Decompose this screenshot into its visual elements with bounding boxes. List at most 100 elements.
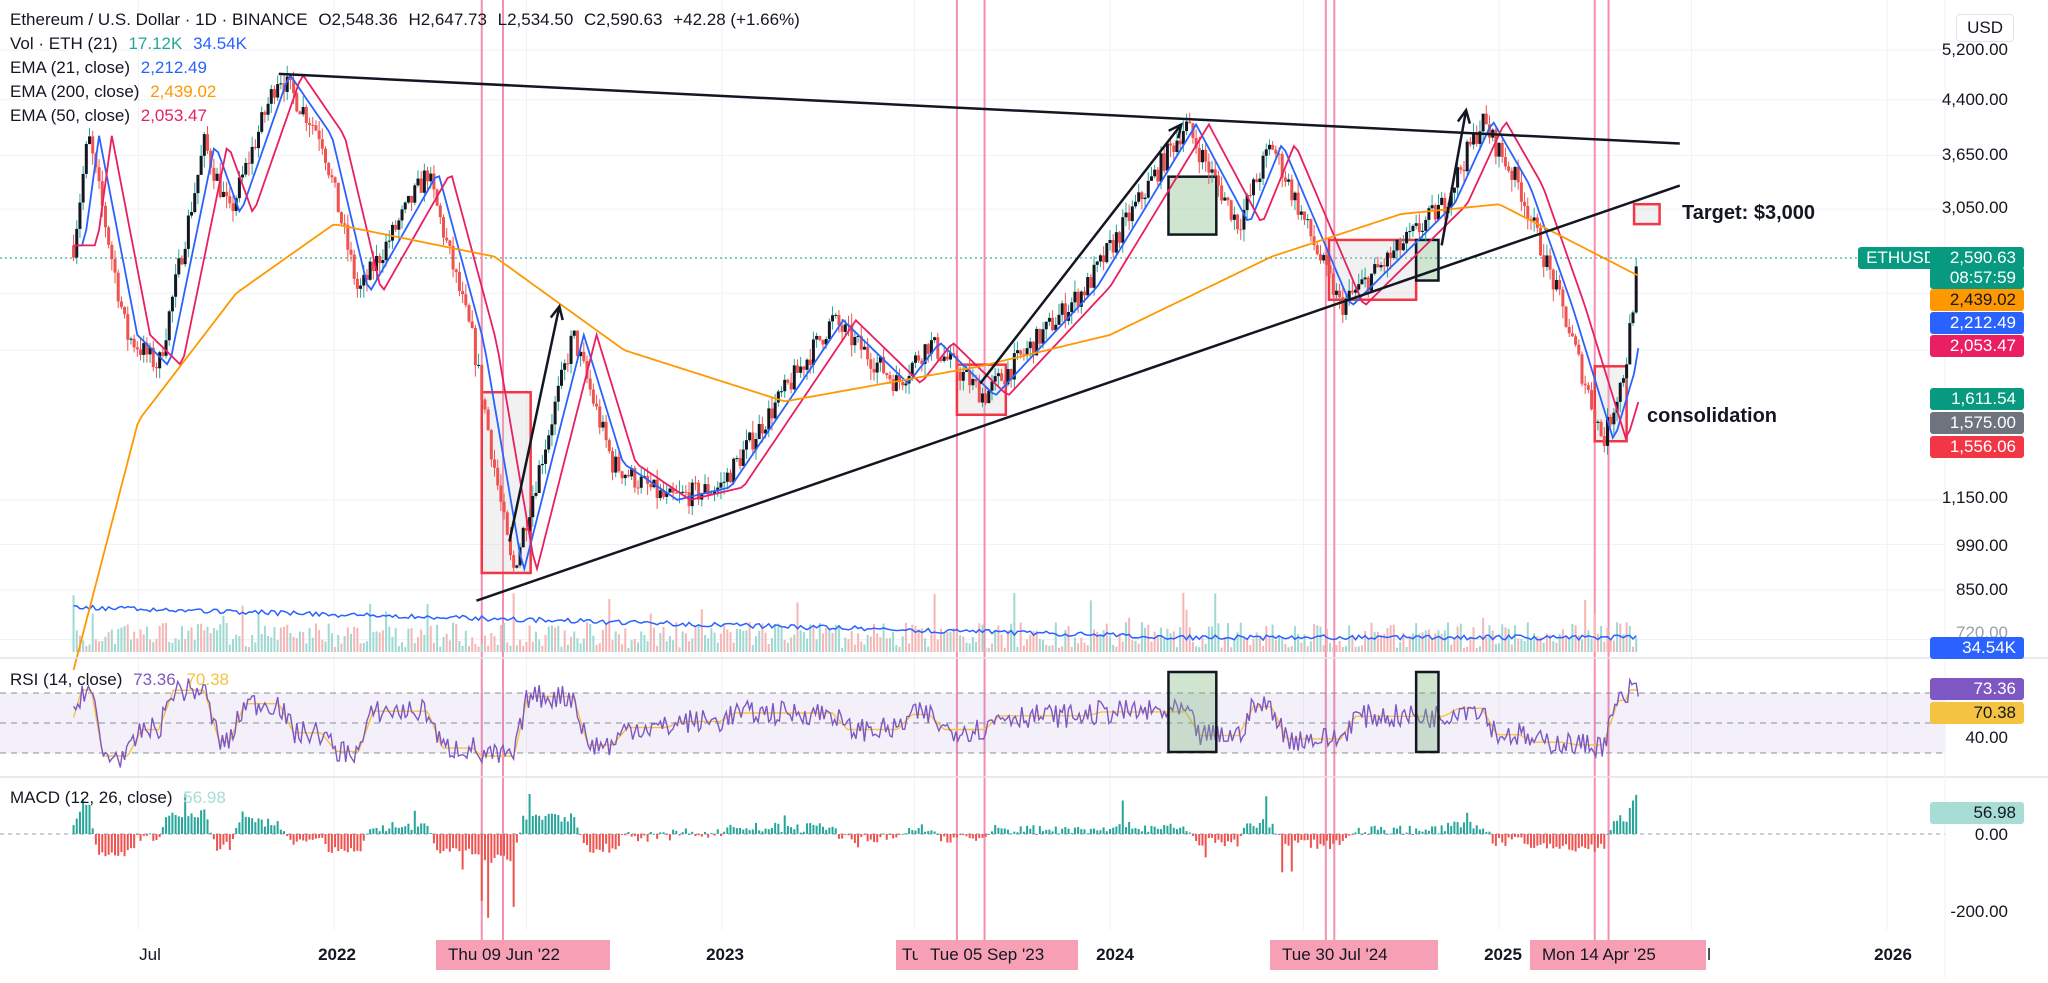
macd-bar	[458, 834, 461, 852]
macd-bar	[410, 829, 413, 834]
candle-body	[1102, 255, 1106, 263]
macd-bar	[697, 834, 700, 836]
volume-bar	[114, 643, 117, 652]
macd-bar	[519, 832, 522, 834]
candle-body	[1121, 217, 1125, 243]
candle-body	[1427, 208, 1431, 220]
rsi-legend[interactable]: RSI (14, close) 73.36 70.38	[10, 670, 229, 690]
candle-body	[1306, 219, 1310, 221]
volume-bar	[796, 602, 799, 652]
macd-bar	[1389, 833, 1392, 835]
candle-body	[397, 220, 401, 230]
ema200-legend[interactable]: EMA (200, close) 2,439.02	[10, 80, 800, 104]
ema50-legend[interactable]: EMA (50, close) 2,053.47	[10, 104, 800, 128]
countdown-pill: 08:57:59	[1930, 267, 2024, 289]
currency-button[interactable]: USD	[1956, 14, 2014, 42]
candle-body	[1440, 197, 1444, 205]
macd-bar	[193, 817, 196, 834]
candle-body	[1414, 223, 1418, 226]
candle-body	[1593, 409, 1597, 423]
volume-bar	[975, 642, 978, 652]
macd-bar	[1408, 825, 1411, 834]
candle-body	[1599, 421, 1603, 437]
macd-bar	[1507, 834, 1510, 838]
macd-bar	[659, 832, 662, 834]
macd-bar	[627, 831, 630, 834]
candle-body	[563, 363, 567, 370]
volume-bar	[1179, 627, 1182, 652]
candle-body	[333, 177, 337, 183]
macd-bar	[416, 826, 419, 834]
volume-bar	[190, 627, 193, 652]
macd-bar	[927, 831, 930, 834]
candle-body	[266, 103, 270, 115]
macd-bar	[930, 830, 933, 834]
move-arrow	[979, 123, 1183, 385]
candle-body	[1577, 344, 1581, 355]
candle-body	[1149, 176, 1153, 181]
macd-bar	[378, 831, 381, 834]
macd-bar	[279, 829, 282, 834]
volume-bar	[550, 625, 553, 652]
volume-bar	[302, 631, 305, 652]
volume-bar	[735, 628, 738, 652]
macd-bar	[292, 834, 295, 845]
candle-body	[193, 193, 197, 213]
volume-bar	[1507, 628, 1510, 652]
macd-bar	[442, 834, 445, 852]
ema21-legend[interactable]: EMA (21, close) 2,212.49	[10, 56, 800, 80]
macd-bar	[394, 827, 397, 834]
candle-body	[1373, 264, 1377, 274]
candle-body	[1561, 289, 1565, 307]
macd-bar	[1051, 831, 1054, 834]
volume-bar	[630, 640, 633, 652]
macd-bar	[1622, 821, 1625, 834]
macd-bar	[901, 833, 904, 835]
macd-bar	[149, 833, 152, 835]
volume-bar	[480, 644, 483, 652]
ticker-pill[interactable]: ETHUSD	[1858, 247, 1944, 269]
macd-bar	[1214, 834, 1217, 843]
volume-bar	[933, 593, 936, 652]
volume-bar	[305, 643, 308, 652]
volume-bar	[879, 637, 882, 652]
candle-body	[894, 375, 898, 392]
macd-bar	[1411, 834, 1414, 835]
volume-bar	[1099, 635, 1102, 652]
macd-bar	[212, 834, 215, 840]
volume-bar	[123, 626, 126, 652]
macd-bar	[955, 834, 958, 838]
macd-bar	[452, 834, 455, 849]
macd-legend[interactable]: MACD (12, 26, close) 56.98	[10, 788, 226, 808]
volume-bar	[621, 644, 624, 652]
candle-body	[980, 393, 984, 403]
macd-bar	[190, 813, 193, 834]
candle-body	[84, 143, 88, 174]
macd-bar	[729, 824, 732, 834]
macd-pill: 56.98	[1930, 802, 2024, 824]
ema200-value: 2,439.02	[150, 82, 217, 101]
candle-body	[993, 376, 997, 382]
price-tick: 850.00	[1956, 580, 2008, 599]
volume-bar	[786, 642, 789, 652]
vol-legend[interactable]: Vol · ETH (21) 17.12K 34.54K	[10, 32, 800, 56]
macd-bar	[1070, 832, 1073, 834]
volume-bar	[1252, 638, 1255, 652]
candle-body	[400, 209, 404, 221]
candle-body	[215, 173, 219, 181]
volume-bar	[984, 647, 987, 652]
macd-bar	[691, 831, 694, 834]
macd-bar	[420, 823, 423, 834]
macd-bar	[1415, 828, 1418, 834]
macd-bar	[1325, 834, 1328, 841]
low-value: L2,534.50	[497, 10, 574, 29]
volume-bar	[770, 638, 773, 652]
vertical-date-bands	[480, 0, 1610, 940]
macd-bar	[1246, 823, 1249, 834]
macd-bar	[652, 833, 655, 835]
candle-body	[776, 391, 780, 403]
candle-body	[1210, 169, 1214, 173]
macd-bar	[1447, 822, 1450, 834]
